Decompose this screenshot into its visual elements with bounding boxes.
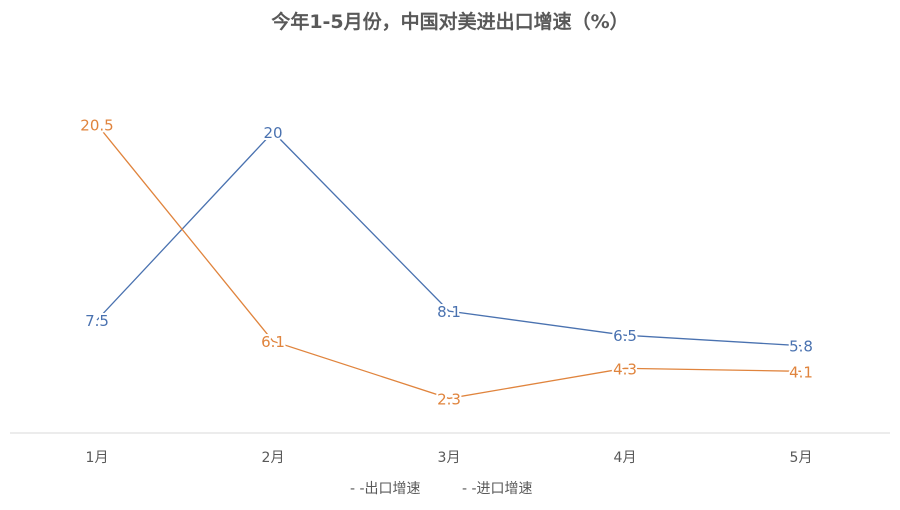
legend-item-export: - -出口增速 xyxy=(350,481,421,497)
x-tick-label: 2月 xyxy=(262,450,285,466)
x-tick-label: 3月 xyxy=(438,450,461,466)
export-growth-line xyxy=(96,131,802,347)
export-data-label: 7.5 xyxy=(85,312,109,330)
series-layer xyxy=(96,124,802,400)
x-tick-label: 5月 xyxy=(790,450,813,466)
import-data-label: 2.3 xyxy=(437,390,461,408)
legend-item-import: - -进口增速 xyxy=(462,481,533,497)
export-data-label: 6.5 xyxy=(613,327,637,345)
chart-title: 今年1-5月份，中国对美进出口增速（%） xyxy=(270,10,628,33)
legend: - -出口增速 - -进口增速 xyxy=(350,481,533,497)
x-tick-label: 4月 xyxy=(614,450,637,466)
export-data-label: 8.1 xyxy=(437,303,461,321)
x-tick-layer: 1月 2月 3月 4月 5月 xyxy=(86,450,813,466)
export-data-label: 20 xyxy=(263,124,282,142)
import-data-label: 20.5 xyxy=(80,117,113,135)
import-growth-line xyxy=(96,124,802,400)
import-data-label: 4.3 xyxy=(613,360,637,378)
x-tick-label: 1月 xyxy=(86,450,109,466)
import-data-label: 6.1 xyxy=(261,333,285,351)
export-data-label: 5.8 xyxy=(789,338,813,356)
import-data-label: 4.1 xyxy=(789,363,813,381)
data-label-layer: 7.5 20 8.1 6.5 5.8 20.5 6.1 2.3 4.3 4.1 xyxy=(78,115,815,411)
